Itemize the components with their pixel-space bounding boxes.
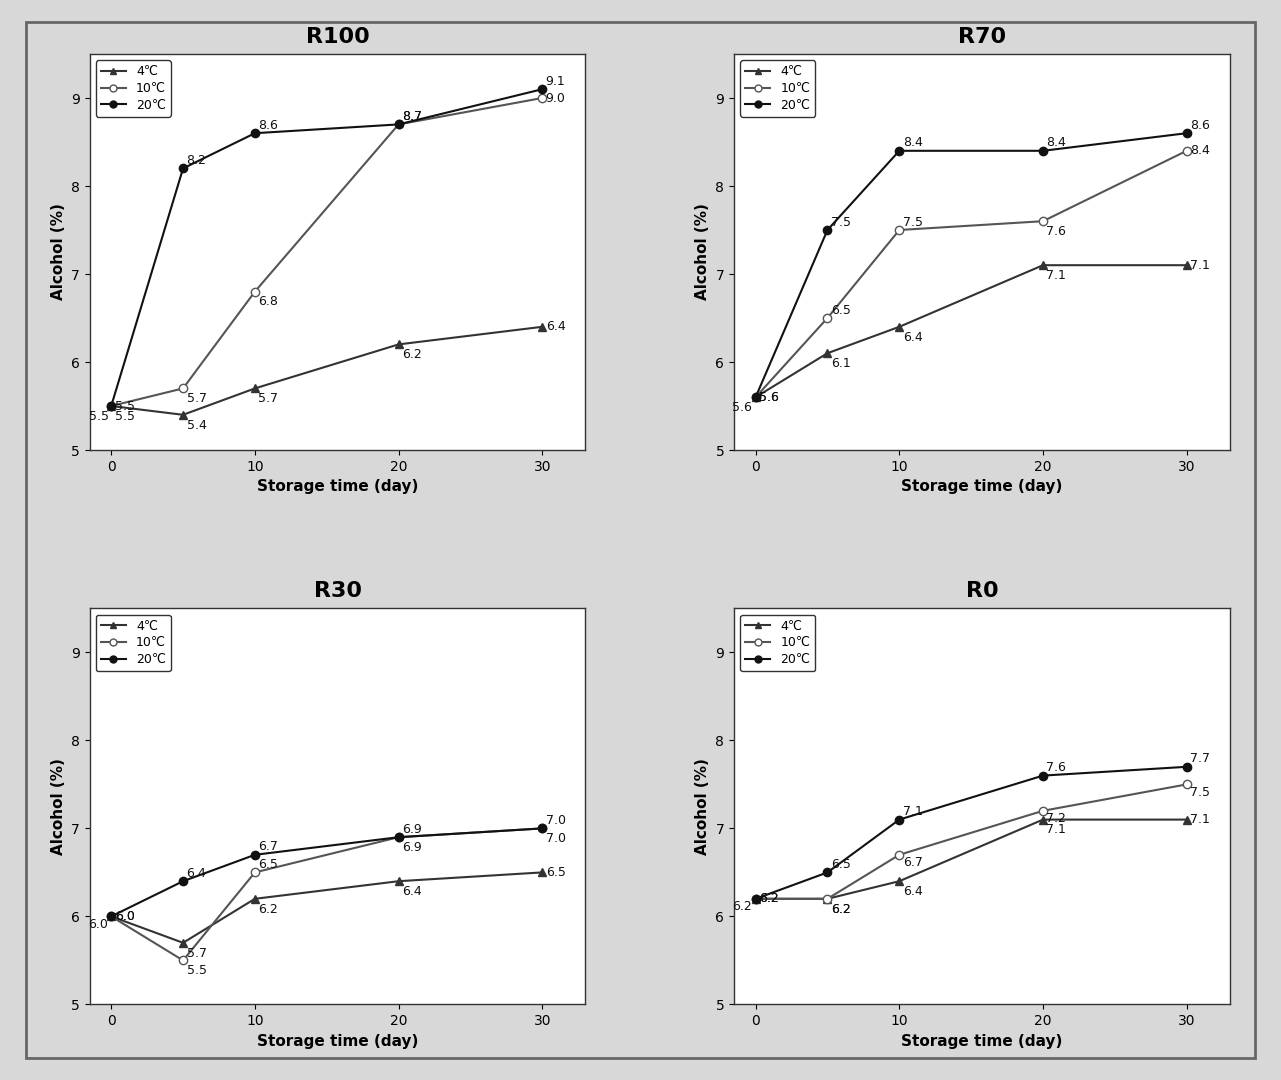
Legend: 4℃, 10℃, 20℃: 4℃, 10℃, 20℃ [740,615,815,671]
Text: 6.0: 6.0 [115,909,135,923]
Text: 7.6: 7.6 [1047,761,1066,774]
Text: 7.1: 7.1 [1190,259,1211,272]
Text: 5.6: 5.6 [733,401,752,414]
Text: 7.1: 7.1 [1190,813,1211,826]
X-axis label: Storage time (day): Storage time (day) [902,480,1063,495]
Text: 7.2: 7.2 [1047,812,1066,825]
Text: 6.1: 6.1 [831,357,851,370]
Text: 6.9: 6.9 [402,823,421,836]
Text: 9.0: 9.0 [546,92,566,105]
Text: 8.4: 8.4 [903,136,922,149]
Legend: 4℃, 10℃, 20℃: 4℃, 10℃, 20℃ [96,60,170,117]
Text: 6.2: 6.2 [733,901,752,914]
Text: 6.4: 6.4 [903,885,922,897]
Text: 6.4: 6.4 [903,330,922,343]
Text: 7.1: 7.1 [1047,269,1066,282]
Text: 6.4: 6.4 [546,321,565,334]
Text: 6.2: 6.2 [259,903,278,916]
Text: 7.7: 7.7 [1190,753,1211,766]
Text: 5.4: 5.4 [187,419,206,432]
Text: 6.2: 6.2 [831,903,851,916]
Y-axis label: Alcohol (%): Alcohol (%) [50,758,65,855]
Text: 6.2: 6.2 [831,903,851,916]
Text: 8.6: 8.6 [259,119,278,132]
Text: 6.0: 6.0 [115,909,135,923]
Text: 5.7: 5.7 [259,392,278,405]
Text: 7.5: 7.5 [1190,786,1211,799]
Text: 6.2: 6.2 [402,348,421,361]
Text: 8.4: 8.4 [1190,145,1211,158]
Text: 7.0: 7.0 [546,833,566,846]
Text: 5.5: 5.5 [115,400,135,413]
Text: 6.2: 6.2 [760,892,779,905]
Text: 5.6: 5.6 [760,391,779,404]
Text: 6.7: 6.7 [259,840,278,853]
Text: 8.7: 8.7 [402,110,421,123]
Text: 5.5: 5.5 [115,409,135,422]
Title: R30: R30 [314,581,361,602]
Text: 5.7: 5.7 [187,392,206,405]
Text: 6.5: 6.5 [831,303,851,316]
Legend: 4℃, 10℃, 20℃: 4℃, 10℃, 20℃ [96,615,170,671]
Title: R100: R100 [306,27,369,46]
Text: 8.2: 8.2 [187,154,206,167]
Text: 6.0: 6.0 [88,918,108,931]
X-axis label: Storage time (day): Storage time (day) [902,1034,1063,1049]
Text: 6.4: 6.4 [187,867,206,880]
Y-axis label: Alcohol (%): Alcohol (%) [694,203,710,300]
Text: 7.1: 7.1 [903,806,922,819]
Text: 6.9: 6.9 [402,841,421,854]
Text: 7.5: 7.5 [831,216,851,229]
Text: 7.0: 7.0 [546,814,566,827]
Text: 8.4: 8.4 [1047,136,1066,149]
Title: R70: R70 [958,27,1006,46]
Text: 5.5: 5.5 [187,964,206,977]
Text: 6.4: 6.4 [402,885,421,897]
Text: 6.8: 6.8 [259,296,278,309]
Text: 6.5: 6.5 [259,858,278,870]
Title: R0: R0 [966,581,998,602]
Text: 5.6: 5.6 [760,391,779,404]
Text: 5.7: 5.7 [187,946,206,960]
X-axis label: Storage time (day): Storage time (day) [256,480,418,495]
Text: 6.5: 6.5 [831,858,851,870]
Text: 5.5: 5.5 [88,409,109,422]
Text: 6.7: 6.7 [903,856,922,869]
Text: 9.1: 9.1 [546,75,565,87]
Text: 7.5: 7.5 [903,216,922,229]
Text: 6.5: 6.5 [546,866,566,879]
X-axis label: Storage time (day): Storage time (day) [256,1034,418,1049]
Y-axis label: Alcohol (%): Alcohol (%) [694,758,710,855]
Legend: 4℃, 10℃, 20℃: 4℃, 10℃, 20℃ [740,60,815,117]
Text: 7.1: 7.1 [1047,823,1066,836]
Text: 7.6: 7.6 [1047,225,1066,238]
Y-axis label: Alcohol (%): Alcohol (%) [50,203,65,300]
Text: 8.7: 8.7 [402,110,421,123]
Text: 6.2: 6.2 [760,892,779,905]
Text: 8.6: 8.6 [1190,119,1211,132]
